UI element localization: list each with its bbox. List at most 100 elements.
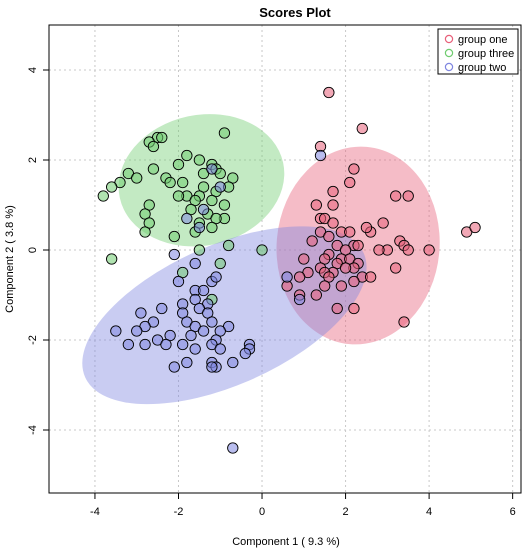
point-group-one [298, 253, 310, 265]
legend-marker-group-one [444, 34, 454, 44]
point-group-one [327, 185, 339, 198]
point-group-three [193, 244, 206, 256]
point-group-two [156, 302, 168, 315]
point-group-one [352, 239, 364, 252]
x-tick-label: -4 [90, 506, 100, 518]
point-group-three [193, 154, 206, 166]
point-group-two [122, 338, 135, 351]
point-group-two [168, 248, 180, 261]
grid [49, 25, 521, 493]
ellipse-group-two [82, 226, 367, 405]
point-group-one [327, 217, 339, 229]
point-group-one [319, 280, 331, 292]
point-group-one [335, 280, 348, 292]
point-group-one [348, 302, 360, 315]
point-group-one [344, 226, 356, 238]
legend-marker-group-three [444, 48, 454, 58]
point-group-one [423, 244, 435, 256]
point-group-three [218, 199, 231, 211]
x-axis-label: Component 1 ( 9.3 %) [232, 536, 340, 548]
point-group-three [181, 149, 193, 162]
point-group-two [314, 149, 327, 162]
point-group-two [181, 356, 193, 369]
point-group-two [168, 361, 180, 373]
point-group-two [193, 221, 206, 234]
point-group-three [256, 244, 268, 256]
point-group-two [210, 271, 222, 283]
point-group-one [390, 190, 402, 202]
point-group-two [185, 329, 197, 342]
point-group-three [139, 226, 151, 238]
point-group-one [327, 199, 339, 211]
confidence-ellipses [82, 114, 440, 405]
axes: -4 -2 0 2 4 6 -4 -2 0 2 4 [27, 67, 516, 518]
point-group-one [469, 221, 481, 234]
point-group-one [348, 275, 360, 288]
point-group-one [293, 271, 306, 283]
point-group-two [172, 275, 185, 288]
point-group-one [323, 86, 335, 99]
point-group-three [131, 172, 143, 184]
point-group-three [147, 140, 160, 153]
point-group-three [106, 181, 118, 193]
point-group-two [177, 338, 189, 351]
point-group-two [281, 271, 293, 283]
point-group-three [218, 127, 231, 139]
point-group-two [197, 203, 210, 216]
plot-frame [48, 24, 522, 494]
point-group-three [172, 190, 185, 202]
y-tick-label: -2 [27, 335, 39, 345]
y-tick-label: 4 [27, 67, 39, 73]
point-group-three [206, 194, 218, 207]
ellipse-group-three [118, 114, 285, 247]
point-group-two [110, 325, 122, 337]
x-tick-label: 6 [510, 506, 516, 518]
point-group-three [168, 230, 180, 243]
point-group-one [356, 122, 368, 135]
legend: group one group three group two [437, 28, 519, 75]
point-group-two [206, 361, 218, 373]
point-group-three [164, 176, 176, 189]
point-group-two [181, 212, 193, 225]
point-group-one [348, 163, 360, 175]
chart-title: Scores Plot [259, 5, 331, 20]
point-group-one [402, 190, 414, 202]
legend-marker-group-two [444, 62, 454, 72]
y-tick-label: -4 [27, 425, 39, 435]
point-group-one [310, 199, 322, 211]
point-group-two [135, 307, 147, 319]
point-group-two [139, 338, 151, 351]
point-group-three [177, 176, 189, 189]
point-group-one [310, 289, 322, 301]
point-group-one [306, 235, 318, 247]
legend-label-group-one: group one [458, 34, 508, 46]
point-group-two [206, 316, 218, 328]
point-group-one [373, 244, 385, 256]
x-tick-label: -2 [174, 506, 184, 518]
point-group-two [239, 347, 251, 360]
point-group-one [331, 302, 343, 315]
point-group-one [323, 230, 335, 243]
point-group-one [339, 262, 352, 274]
y-tick-label: 2 [27, 157, 39, 163]
legend-label-group-two: group two [458, 62, 506, 74]
point-group-two [189, 343, 201, 355]
point-group-two [160, 338, 172, 351]
point-group-one [344, 176, 356, 189]
point-group-three [206, 221, 218, 234]
y-tick-label: 0 [27, 247, 39, 253]
point-group-one [402, 244, 414, 256]
data-points [97, 86, 481, 454]
point-group-three [97, 190, 109, 202]
point-group-two [189, 257, 201, 270]
point-group-three [222, 239, 235, 252]
point-group-one [390, 262, 402, 274]
x-tick-label: 2 [343, 506, 349, 518]
point-group-two [131, 325, 143, 337]
point-group-two [214, 343, 226, 355]
point-group-two [227, 356, 239, 369]
point-group-one [377, 217, 389, 229]
point-group-one [398, 316, 410, 328]
point-group-three [147, 163, 160, 175]
